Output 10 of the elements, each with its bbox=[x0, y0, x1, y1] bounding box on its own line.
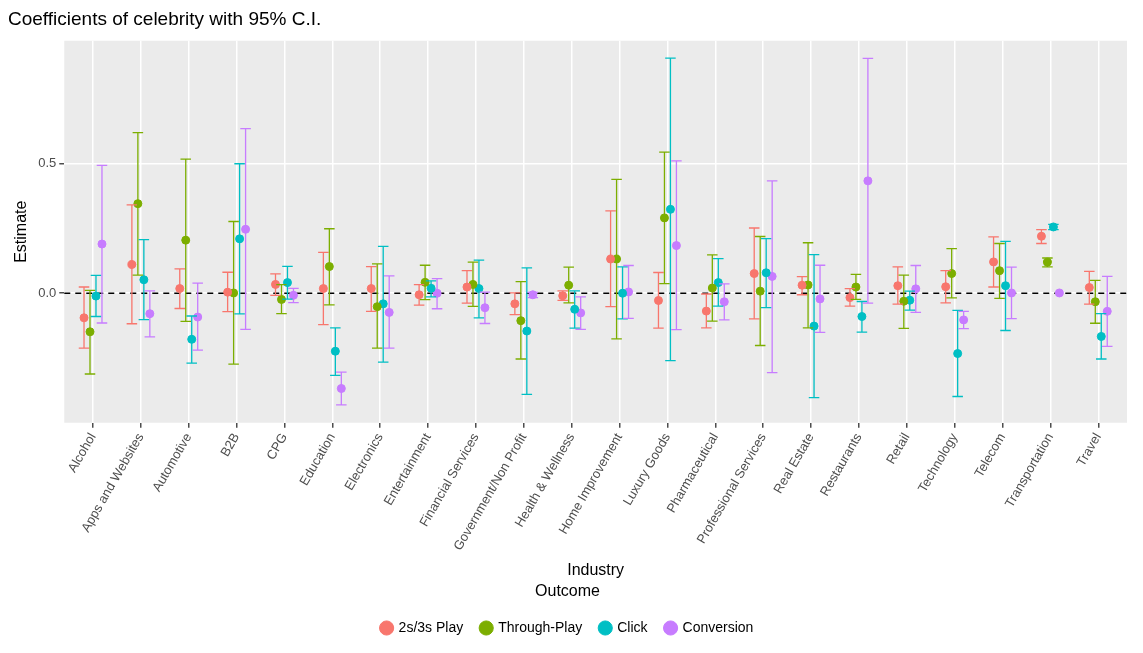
y-tick-label: 0.0 bbox=[38, 284, 57, 300]
y-axis-title: Estimate bbox=[12, 200, 30, 263]
x-axis-title: Industry bbox=[567, 560, 625, 578]
legend-label: Click bbox=[617, 618, 649, 635]
legend-label: Conversion bbox=[682, 618, 754, 635]
legend-label: Through-Play bbox=[498, 618, 583, 635]
legend-title: Outcome bbox=[535, 582, 601, 600]
chart-title: Coefficients of celebrity with 95% C.I. bbox=[8, 7, 322, 29]
legend-label: 2s/3s Play bbox=[398, 618, 464, 635]
y-tick-label: 0.5 bbox=[38, 155, 57, 171]
